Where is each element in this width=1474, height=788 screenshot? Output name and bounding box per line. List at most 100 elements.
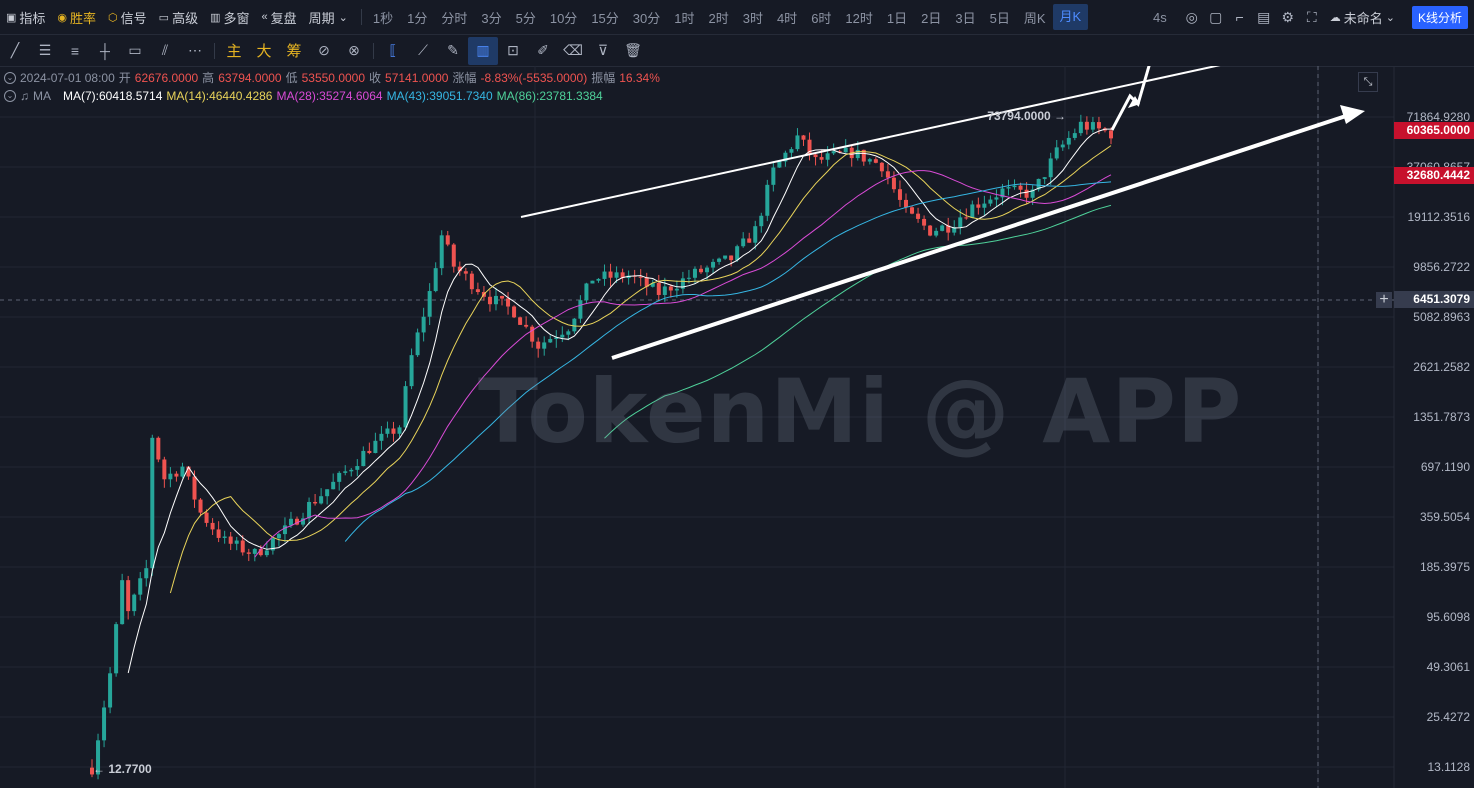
collapse-icon[interactable]: ⌄ xyxy=(4,72,16,84)
filter-icon[interactable]: ⊽ xyxy=(597,42,609,58)
monitor-icon[interactable]: ▤ xyxy=(1257,8,1271,25)
candle-body xyxy=(421,316,426,333)
y-tick-label: 1351.7873 xyxy=(1413,410,1470,424)
candle-body xyxy=(777,161,782,168)
period-dropdown[interactable]: 周期 ⌄ xyxy=(308,10,348,26)
candle-body xyxy=(578,300,583,319)
add-alert-icon[interactable]: + xyxy=(1376,292,1392,308)
period-8[interactable]: 1时 xyxy=(674,10,695,26)
indicators-button[interactable]: ▣ 指标 xyxy=(6,10,46,26)
kline-chart[interactable]: 71864.928037060.865719112.35169856.27225… xyxy=(0,66,1474,788)
candle-body xyxy=(258,548,263,556)
pitchfork-icon[interactable]: ⫽ xyxy=(161,42,169,58)
fib-icon[interactable]: ☰ xyxy=(38,42,52,58)
expand-icon[interactable]: ⤡ xyxy=(1358,72,1378,92)
period-18[interactable]: 周K xyxy=(1023,10,1046,26)
period-4[interactable]: 5分 xyxy=(515,10,536,26)
trendline-icon[interactable]: ╱ xyxy=(10,42,20,58)
candle-body xyxy=(819,157,824,160)
candle-body xyxy=(795,135,800,150)
candle-body xyxy=(1066,137,1071,145)
period-6[interactable]: 15分 xyxy=(591,10,619,26)
advanced-button[interactable]: ▭ 高级 xyxy=(158,10,199,26)
arrow-head xyxy=(1340,105,1365,124)
period-10[interactable]: 3时 xyxy=(742,10,763,26)
candle-body xyxy=(102,707,107,741)
candle-body xyxy=(469,273,474,290)
candle-body xyxy=(801,135,806,140)
eraser-icon[interactable]: ⌫ xyxy=(563,42,583,58)
period-9[interactable]: 2时 xyxy=(708,10,729,26)
multiwindow-button[interactable]: ▥ 多窗 xyxy=(210,10,250,26)
period-14[interactable]: 1日 xyxy=(886,10,908,26)
bell-icon[interactable]: ♫ xyxy=(20,89,29,103)
parallel-lines-icon[interactable]: ≡ xyxy=(70,42,80,59)
settings-icon[interactable]: ⚙ xyxy=(1281,8,1295,25)
winrate-button[interactable]: ◉ 胜率 xyxy=(57,10,97,26)
candle-body xyxy=(174,473,179,477)
rewind-icon: « xyxy=(261,11,268,23)
period-5[interactable]: 10分 xyxy=(549,10,578,26)
fullscreen-icon[interactable]: ⛶ xyxy=(1306,8,1317,25)
period-16[interactable]: 3日 xyxy=(955,10,976,26)
ma-line-7 xyxy=(127,128,1111,674)
replay-button[interactable]: «复盘 xyxy=(261,10,297,26)
hide-drawings-icon[interactable]: ⊗ xyxy=(348,42,360,58)
rectangle-icon[interactable]: ▭ xyxy=(128,42,142,58)
watermark: TokenMi @ APP xyxy=(478,360,1243,463)
candle-body xyxy=(475,289,480,293)
ruler-icon[interactable]: ⟋ xyxy=(418,42,428,58)
candle-style-icon[interactable]: ▥ xyxy=(468,36,498,65)
crop-icon[interactable]: ⌐ xyxy=(1235,9,1244,25)
period-15[interactable]: 2日 xyxy=(921,10,942,26)
collapse-icon[interactable]: ⌄ xyxy=(4,90,16,102)
horizontal-line-icon[interactable]: ┼ xyxy=(100,42,110,59)
cloud-save-button[interactable]: ☁ 未命名 ⌄ xyxy=(1329,10,1395,26)
candle-body xyxy=(711,261,716,268)
candle-body xyxy=(536,341,541,349)
candle-body xyxy=(325,489,330,497)
period-3[interactable]: 3分 xyxy=(481,10,502,26)
main-indicator-button[interactable]: 主 xyxy=(226,43,242,60)
kline-analysis-button[interactable]: K线分析 xyxy=(1411,5,1468,29)
more-icon[interactable]: ⋯ xyxy=(188,42,202,58)
period-13[interactable]: 12时 xyxy=(845,10,873,26)
period-2[interactable]: 分时 xyxy=(441,10,468,26)
candle-body xyxy=(1084,121,1089,130)
y-tick-label: 19112.3516 xyxy=(1407,210,1470,224)
bookmark-icon[interactable]: ⟦ xyxy=(389,42,397,58)
chips-button[interactable]: 筹 xyxy=(286,43,302,60)
crosshair-price-tag: 6451.3079 xyxy=(1394,291,1474,308)
magnet-icon[interactable]: ⊘ xyxy=(318,42,330,58)
candle-body xyxy=(518,317,523,325)
period-17[interactable]: 5日 xyxy=(989,10,1010,26)
candle-body xyxy=(415,332,420,356)
big-indicator-button[interactable]: 大 xyxy=(256,43,272,60)
candle-body xyxy=(934,230,939,236)
layout-icon[interactable]: ▢ xyxy=(1209,8,1223,25)
y-tick-label: 697.1190 xyxy=(1421,460,1470,474)
candle-body xyxy=(560,334,565,338)
ma86-value: MA(86):23781.3384 xyxy=(496,89,603,103)
refresh-interval[interactable]: 4s xyxy=(1153,9,1167,25)
candle-body xyxy=(735,246,740,261)
brush-icon[interactable]: ✎ xyxy=(447,42,459,58)
trash-icon[interactable]: 🗑 xyxy=(624,42,642,58)
candle-body xyxy=(717,258,722,262)
candle-body xyxy=(240,540,245,553)
camera-icon[interactable]: ◎ xyxy=(1185,8,1198,25)
candle-body xyxy=(891,177,896,190)
period-1[interactable]: 1分 xyxy=(407,10,428,26)
note-icon[interactable]: ✐ xyxy=(537,42,549,58)
candle-body xyxy=(126,580,131,612)
period-12[interactable]: 6时 xyxy=(811,10,832,26)
period-7[interactable]: 30分 xyxy=(632,10,661,26)
chevron-down-icon: ⌄ xyxy=(338,11,348,24)
lock-icon[interactable]: ⊡ xyxy=(507,42,519,58)
period-0[interactable]: 1秒 xyxy=(372,10,394,26)
period-11[interactable]: 4时 xyxy=(776,10,798,26)
period-19[interactable]: 月K xyxy=(1052,4,1089,30)
signal-button[interactable]: ⬡ 信号 xyxy=(108,10,147,26)
candle-body xyxy=(680,278,685,289)
candle-body xyxy=(282,525,287,535)
